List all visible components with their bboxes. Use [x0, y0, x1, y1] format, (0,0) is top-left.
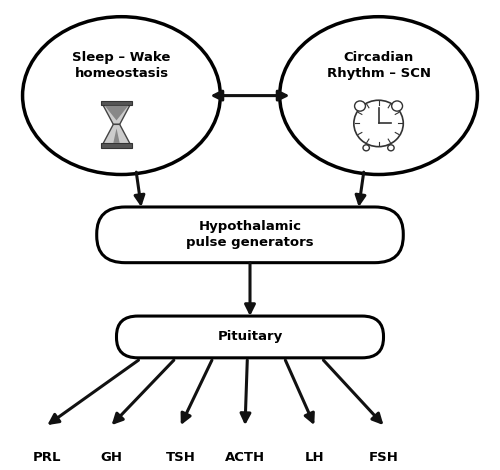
Text: PRL: PRL: [33, 451, 62, 463]
Text: LH: LH: [304, 451, 324, 463]
Polygon shape: [105, 106, 128, 120]
Polygon shape: [102, 125, 132, 146]
FancyBboxPatch shape: [96, 207, 404, 263]
Text: ACTH: ACTH: [225, 451, 265, 463]
Polygon shape: [100, 143, 132, 148]
Circle shape: [388, 145, 394, 151]
Circle shape: [354, 100, 404, 147]
Polygon shape: [114, 128, 119, 143]
Polygon shape: [100, 101, 132, 105]
Circle shape: [354, 101, 366, 111]
Ellipse shape: [22, 17, 220, 174]
Text: Pituitary: Pituitary: [218, 330, 282, 344]
Text: Hypothalamic
pulse generators: Hypothalamic pulse generators: [186, 220, 314, 249]
Text: GH: GH: [100, 451, 122, 463]
Polygon shape: [102, 102, 132, 125]
Text: Circadian
Rhythm – SCN: Circadian Rhythm – SCN: [326, 51, 430, 80]
Ellipse shape: [280, 17, 477, 174]
Text: TSH: TSH: [166, 451, 196, 463]
Circle shape: [363, 145, 370, 151]
Circle shape: [392, 101, 402, 111]
Text: Sleep – Wake
homeostasis: Sleep – Wake homeostasis: [72, 51, 170, 80]
Text: FSH: FSH: [368, 451, 398, 463]
FancyBboxPatch shape: [116, 316, 384, 358]
